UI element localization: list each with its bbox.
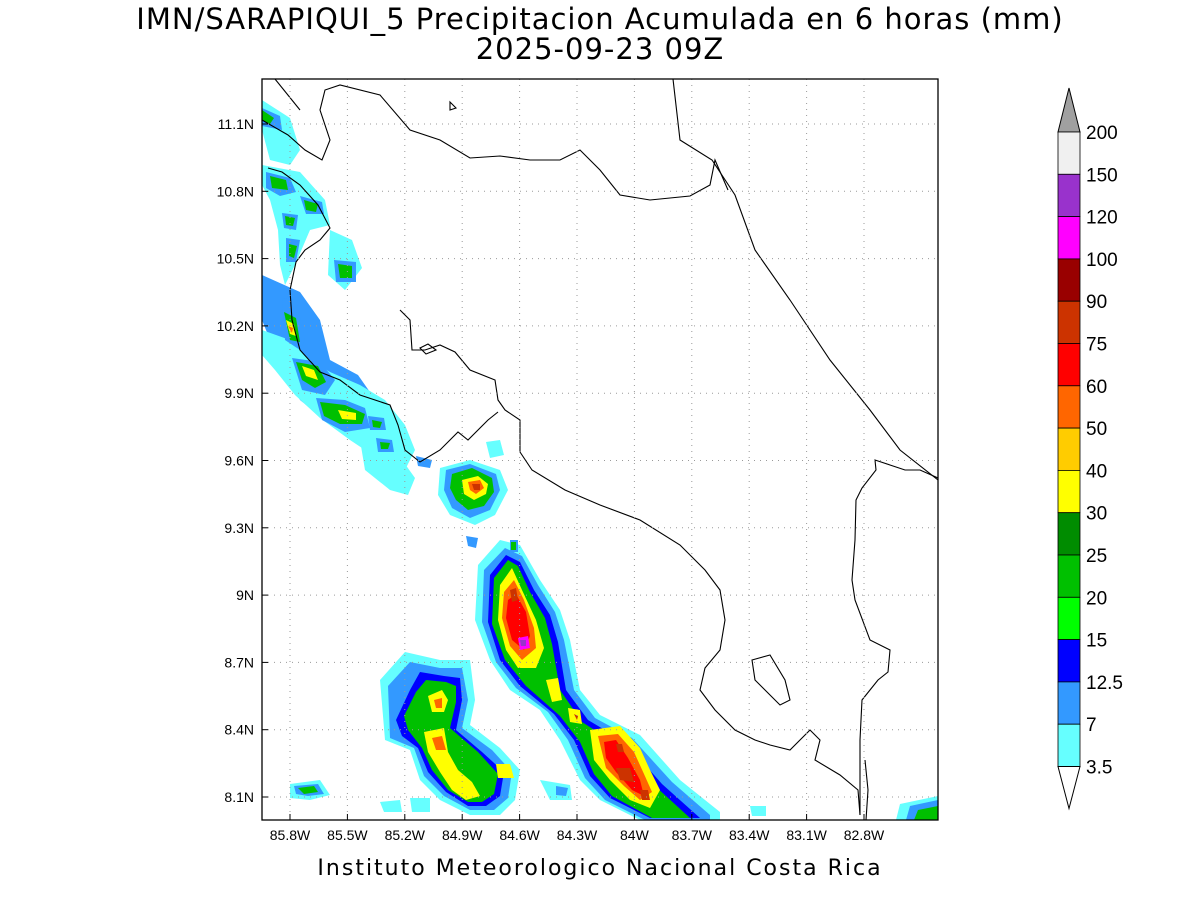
colorbar-label: 30 [1086,504,1107,525]
x-tick-label: 83.1W [786,827,827,843]
x-tick-label: 82.8W [844,827,885,843]
colorbar-swatch [1057,300,1081,344]
colorbar-swatch [1057,681,1081,725]
precip-cell-central-pacific [438,440,508,548]
colorbar-label: 20 [1086,588,1107,609]
y-tick-label: 9.6N [224,453,254,469]
coastlines [262,79,938,820]
lake-nicaragua-shore [274,79,301,111]
y-tick-label: 9.9N [224,385,254,401]
colorbar-label: 15 [1086,631,1107,652]
colorbar-swatch [1057,173,1081,218]
colorbar-label: 75 [1086,335,1107,356]
colorbar-swatch [1057,427,1081,471]
nicaragua-costa-rica-border [262,84,729,201]
colorbar-swatch [1057,554,1081,598]
x-tick-label: 83.7W [672,827,713,843]
y-tick-label: 10.5N [217,251,254,267]
y-tick-label: 9.3N [224,520,254,536]
credit-text: Instituto Meteorologico Nacional Costa R… [317,856,883,881]
colorbar-swatch [1057,385,1081,429]
colorbar-swatch [1057,723,1081,767]
chira-island [419,343,438,355]
y-tick-label: 11.1N [218,116,254,132]
burica-point [864,759,869,820]
x-tick-label: 84.3W [557,827,598,843]
colorbar-swatch [1057,596,1081,640]
osa-peninsula [751,654,791,706]
colorbar-label: 150 [1086,165,1118,186]
x-tick-label: 84.9W [442,827,483,843]
colorbar-swatch [1057,639,1081,683]
caribbean-coast [672,79,938,481]
gulf-of-nicoya-shore [399,309,861,816]
colorbar-label: 200 [1086,123,1118,144]
y-tick-label: 10.8N [217,183,254,199]
y-tick-label: 8.1N [224,789,254,805]
precipitation-field [262,100,938,820]
x-tick-label: 85.2W [385,827,426,843]
colorbar-swatch [1057,343,1081,387]
colorbar-label: 7 [1086,715,1097,736]
colorbar-bottom-arrow [1057,766,1081,811]
colorbar-swatch [1057,469,1081,514]
y-tick-label: 8.7N [224,654,254,670]
colorbar-label: 25 [1086,546,1107,567]
colorbar-legend: 200 150 120 100 90 75 60 50 40 30 25 20 15 12.5 7 3.5 [1057,87,1123,811]
x-tick-label: 84W [620,827,650,843]
colorbar-label: 100 [1086,250,1118,271]
colorbar-label: 120 [1086,208,1118,229]
colorbar-swatch [1057,258,1081,302]
x-tick-label: 84.6W [499,827,540,843]
colorbar-label: 90 [1086,292,1107,313]
precip-cell-southwest [290,652,938,820]
colorbar-swatch [1057,131,1081,175]
precip-cell-osa-band [475,540,720,820]
map-date: 2025-09-23 09Z [475,32,725,66]
x-tick-label: 85.5W [327,827,368,843]
colorbar-label: 3.5 [1086,758,1112,779]
y-tick-label: 8.4N [224,722,254,738]
y-tick-label: 9N [236,587,254,603]
colorbar-label: 60 [1086,377,1107,398]
colorbar-swatch [1057,216,1081,260]
colorbar-label: 50 [1086,419,1107,440]
map-title: IMN/SARAPIQUI_5 Precipitacion Acumulada … [136,2,1064,36]
panama-border [851,459,938,815]
plot-frame [261,78,939,821]
colorbar-label: 12.5 [1086,673,1123,694]
precip-cell-nicoya-peninsula [262,298,432,495]
colorbar-label: 40 [1086,461,1107,482]
pacific-coast-north [267,167,499,463]
x-axis: 85.8W 85.5W 85.2W 84.9W 84.6W 84.3W 84W 83.7W 83… [270,814,885,843]
y-tick-label: 10.2N [217,318,254,334]
northern-islet [449,100,458,111]
x-tick-label: 85.8W [270,827,311,843]
colorbar-top-arrow [1057,87,1081,133]
x-tick-label: 83.4W [729,827,770,843]
y-axis: 11.1N 10.8N 10.5N 10.2N 9.9N 9.6N 9.3N 9N 8.7N 8.… [217,116,268,805]
colorbar-swatch [1057,512,1081,556]
